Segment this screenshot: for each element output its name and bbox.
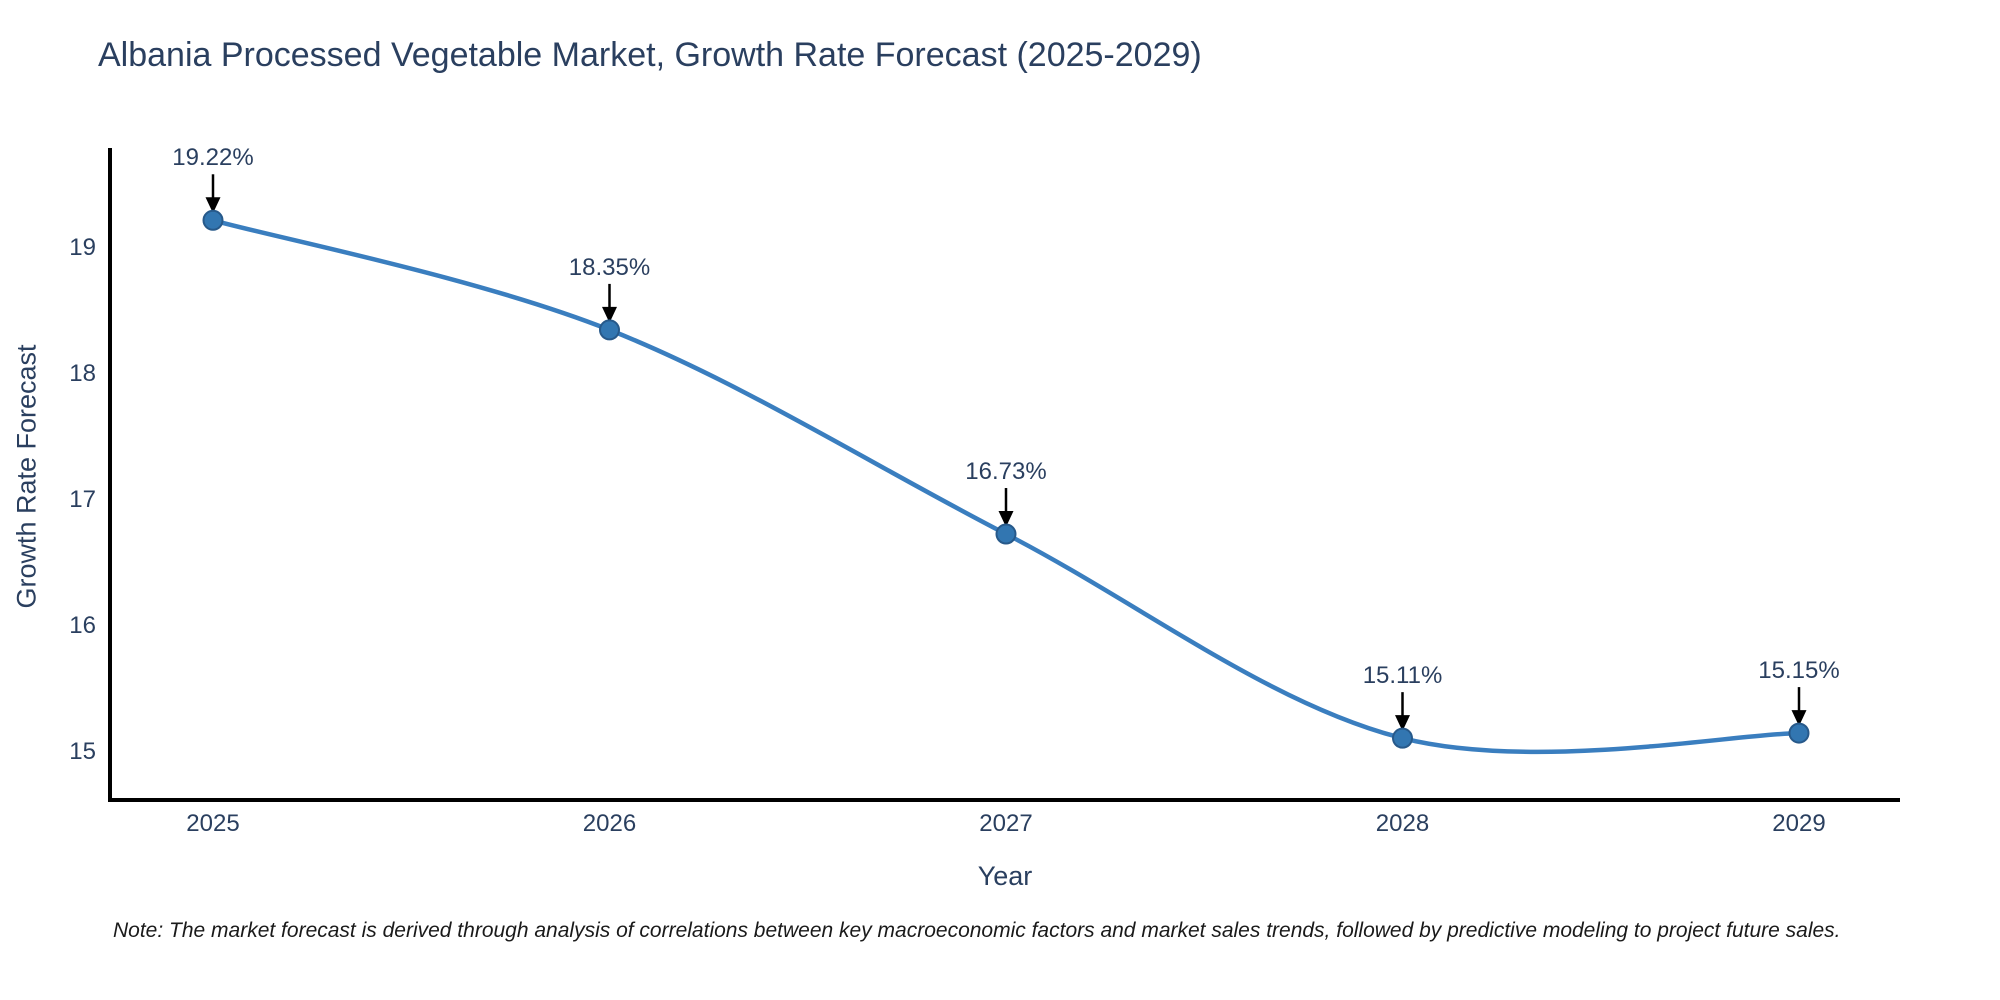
data-point-marker — [1392, 727, 1413, 749]
annotation-arrowhead — [998, 511, 1014, 528]
data-point-marker — [995, 523, 1017, 545]
data-point-marker — [1788, 722, 1810, 744]
annotation-arrowhead — [205, 197, 221, 214]
forecast-line — [210, 218, 1802, 755]
data-point-marker — [599, 319, 620, 341]
chart-title: Albania Processed Vegetable Market, Grow… — [98, 36, 1202, 74]
annotation-arrowhead — [1791, 710, 1807, 727]
data-point-marker — [202, 209, 224, 231]
footnote: Note: The market forecast is derived thr… — [113, 919, 1841, 942]
annotation-arrowhead — [1395, 715, 1410, 732]
annotation-arrowhead — [602, 306, 617, 323]
